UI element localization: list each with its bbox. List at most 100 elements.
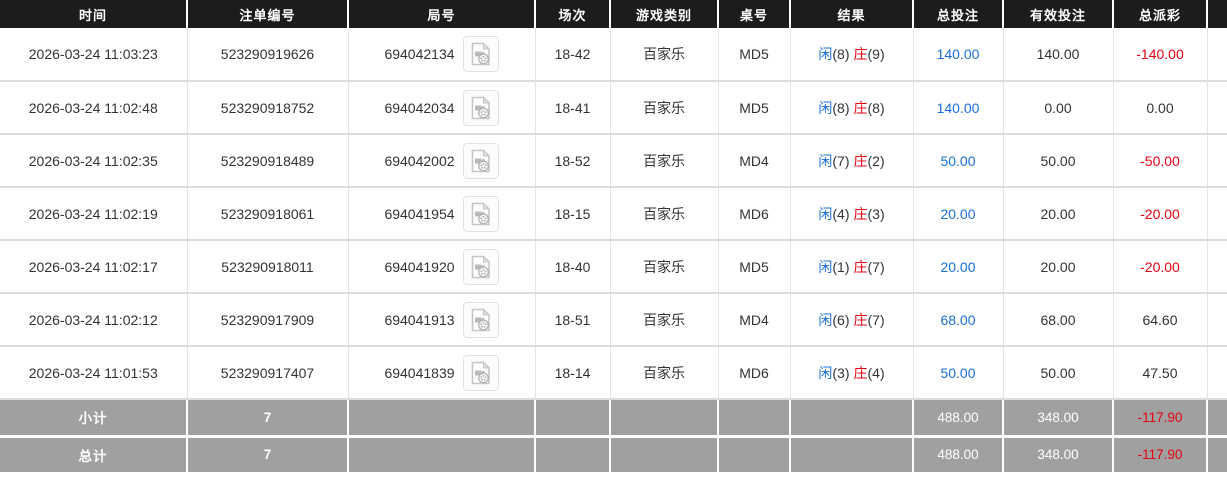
cell-extra bbox=[1207, 81, 1227, 135]
result-player-label: 闲 bbox=[818, 258, 833, 275]
subtotal-empty-session bbox=[535, 398, 611, 438]
total-bet-link[interactable]: 20.00 bbox=[940, 205, 976, 222]
cell-round-id: 694042134 bbox=[348, 28, 536, 82]
cell-result: 闲(1) 庄(7) bbox=[790, 240, 914, 294]
cell-valid-bet: 140.00 bbox=[1003, 28, 1114, 82]
subtotal-empty-game bbox=[610, 398, 719, 438]
result-banker-label: 庄 bbox=[853, 364, 868, 381]
cell-time: 2026-03-24 11:03:23 bbox=[0, 28, 188, 82]
result-banker-label: 庄 bbox=[853, 152, 868, 169]
video-replay-button[interactable] bbox=[462, 354, 499, 391]
table-row: 2026-03-24 11:02:19 523290918061 6940419… bbox=[0, 187, 1227, 241]
cell-session: 18-15 bbox=[535, 187, 611, 241]
video-file-icon bbox=[470, 254, 492, 279]
result-player-label: 闲 bbox=[818, 99, 833, 116]
result-banker-label: 庄 bbox=[853, 205, 868, 222]
cell-valid-bet: 50.00 bbox=[1003, 346, 1114, 400]
cell-table-no: MD5 bbox=[718, 81, 791, 135]
video-file-icon bbox=[470, 201, 492, 226]
cell-round-id: 694041920 bbox=[348, 240, 536, 294]
grand-total-count: 7 bbox=[187, 436, 349, 475]
cell-total-bet: 140.00 bbox=[913, 81, 1004, 135]
result-banker-label: 庄 bbox=[853, 46, 868, 62]
cell-game-type: 百家乐 bbox=[610, 240, 719, 294]
cell-payout: -140.00 bbox=[1113, 28, 1208, 82]
cell-session: 18-52 bbox=[535, 134, 611, 188]
cell-total-bet: 20.00 bbox=[913, 240, 1004, 294]
cell-extra bbox=[1207, 134, 1227, 188]
result-banker-label: 庄 bbox=[853, 258, 868, 275]
video-replay-button[interactable] bbox=[462, 195, 499, 232]
video-file-icon bbox=[470, 95, 492, 120]
subtotal-empty-result bbox=[790, 398, 914, 438]
total-bet-link[interactable]: 50.00 bbox=[940, 364, 976, 381]
cell-total-bet: 50.00 bbox=[913, 134, 1004, 188]
result-player-score: (3) bbox=[832, 364, 850, 381]
video-replay-button[interactable] bbox=[462, 89, 499, 126]
cell-bet-id: 523290918011 bbox=[187, 240, 349, 294]
table-row: 2026-03-24 11:02:48 523290918752 6940420… bbox=[0, 81, 1227, 135]
grand-total-empty-round bbox=[348, 436, 536, 475]
table-row: 2026-03-24 11:03:23 523290919626 6940421… bbox=[0, 28, 1227, 82]
grand-total-payout: -117.90 bbox=[1113, 436, 1208, 475]
cell-round-id: 694041913 bbox=[348, 293, 536, 347]
total-bet-link[interactable]: 68.00 bbox=[940, 311, 976, 328]
cell-table-no: MD4 bbox=[718, 293, 791, 347]
video-replay-button[interactable] bbox=[462, 36, 499, 72]
subtotal-empty-extra bbox=[1207, 398, 1227, 438]
col-header-round-id: 局号 bbox=[348, 0, 536, 28]
result-banker-label: 庄 bbox=[853, 99, 868, 116]
result-player-score: (4) bbox=[832, 205, 850, 222]
video-replay-button[interactable] bbox=[462, 248, 499, 285]
col-header-payout: 总派彩 bbox=[1113, 0, 1208, 28]
total-bet-link[interactable]: 50.00 bbox=[940, 152, 976, 169]
grand-total-empty-result bbox=[790, 436, 914, 475]
result-banker-score: (2) bbox=[867, 152, 885, 169]
table-row: 2026-03-24 11:02:12 523290917909 6940419… bbox=[0, 293, 1227, 347]
col-header-valid-bet: 有效投注 bbox=[1003, 0, 1114, 28]
cell-extra bbox=[1207, 293, 1227, 347]
subtotal-total-bet: 488.00 bbox=[913, 398, 1004, 438]
cell-table-no: MD5 bbox=[718, 28, 791, 82]
total-bet-link[interactable]: 140.00 bbox=[936, 99, 980, 116]
subtotal-valid-bet: 348.00 bbox=[1003, 398, 1114, 438]
cell-payout: -20.00 bbox=[1113, 187, 1208, 241]
total-bet-link[interactable]: 140.00 bbox=[936, 46, 980, 62]
subtotal-row: 小计 7 488.00 348.00 -117.90 bbox=[0, 398, 1227, 438]
table-row: 2026-03-24 11:01:53 523290917407 6940418… bbox=[0, 346, 1227, 400]
video-replay-button[interactable] bbox=[462, 301, 499, 338]
grand-total-empty-game bbox=[610, 436, 719, 475]
total-bet-link[interactable]: 20.00 bbox=[940, 258, 976, 275]
cell-round-id: 694041954 bbox=[348, 187, 536, 241]
result-player-label: 闲 bbox=[818, 205, 833, 222]
cell-bet-id: 523290918752 bbox=[187, 81, 349, 135]
cell-total-bet: 140.00 bbox=[913, 28, 1004, 82]
cell-time: 2026-03-24 11:02:35 bbox=[0, 134, 188, 188]
cell-result: 闲(8) 庄(9) bbox=[790, 28, 914, 82]
video-file-icon bbox=[470, 307, 492, 332]
cell-result: 闲(7) 庄(2) bbox=[790, 134, 914, 188]
video-replay-button[interactable] bbox=[462, 142, 499, 179]
cell-payout: 0.00 bbox=[1113, 81, 1208, 135]
cell-extra bbox=[1207, 187, 1227, 241]
cell-table-no: MD5 bbox=[718, 240, 791, 294]
result-banker-score: (9) bbox=[867, 46, 885, 62]
round-id-text: 694041839 bbox=[384, 364, 455, 381]
cell-extra bbox=[1207, 28, 1227, 82]
result-player-score: (1) bbox=[832, 258, 850, 275]
video-file-icon bbox=[470, 360, 492, 385]
cell-result: 闲(6) 庄(7) bbox=[790, 293, 914, 347]
result-banker-score: (7) bbox=[867, 258, 885, 275]
col-header-table-no: 桌号 bbox=[718, 0, 791, 28]
cell-extra bbox=[1207, 240, 1227, 294]
cell-session: 18-14 bbox=[535, 346, 611, 400]
cell-time: 2026-03-24 11:02:17 bbox=[0, 240, 188, 294]
cell-session: 18-51 bbox=[535, 293, 611, 347]
video-file-icon bbox=[470, 148, 492, 173]
result-player-label: 闲 bbox=[818, 311, 833, 328]
round-id-text: 694042134 bbox=[384, 46, 455, 62]
cell-game-type: 百家乐 bbox=[610, 293, 719, 347]
cell-time: 2026-03-24 11:02:19 bbox=[0, 187, 188, 241]
cell-total-bet: 20.00 bbox=[913, 187, 1004, 241]
